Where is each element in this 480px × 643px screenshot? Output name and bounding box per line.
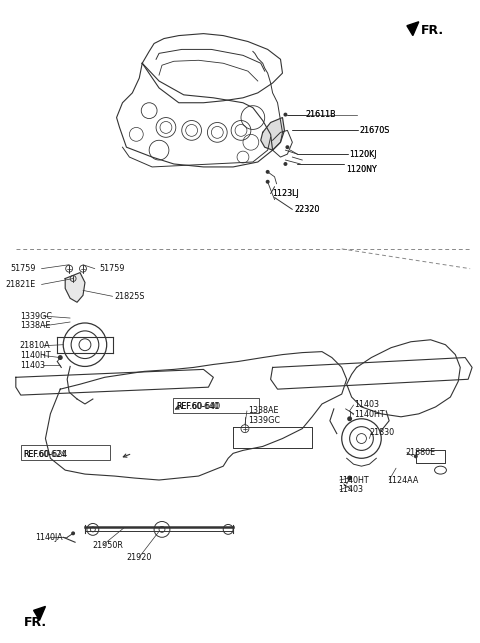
Circle shape [284,162,288,166]
Text: REF.60-624: REF.60-624 [24,450,68,459]
Text: 1140HT: 1140HT [355,410,385,419]
Text: 21880E: 21880E [405,448,435,457]
Text: 1120KJ: 1120KJ [349,150,377,159]
Text: 1140HT: 1140HT [20,351,50,360]
Text: 21670S: 21670S [360,126,390,135]
Text: 21950R: 21950R [93,541,124,550]
Text: 1123LJ: 1123LJ [273,189,300,198]
Circle shape [286,145,289,149]
Text: 21611B: 21611B [305,110,336,119]
Circle shape [71,531,75,536]
Text: 11403: 11403 [338,485,363,494]
Text: REF.60-640: REF.60-640 [176,403,220,412]
Text: 21920: 21920 [126,552,152,561]
Text: 51759: 51759 [100,264,125,273]
Text: 21825S: 21825S [115,292,145,301]
FancyBboxPatch shape [173,398,259,413]
Text: REF.60-624: REF.60-624 [24,450,66,459]
Text: 1140JA: 1140JA [36,533,63,542]
Polygon shape [34,606,46,620]
Text: 11403: 11403 [355,401,380,410]
Text: 21611B: 21611B [305,110,336,119]
Circle shape [266,170,270,174]
Text: 1124AA: 1124AA [387,476,419,485]
Text: 1338AE: 1338AE [248,406,278,415]
Text: 1120NY: 1120NY [346,165,376,174]
Circle shape [347,476,352,480]
Circle shape [284,113,288,116]
Text: 21810A: 21810A [20,341,50,350]
FancyBboxPatch shape [21,446,109,460]
Text: REF.60-640: REF.60-640 [176,403,218,412]
Text: 1140HT: 1140HT [338,476,369,485]
Text: 21670S: 21670S [360,126,390,135]
Text: 22320: 22320 [294,205,320,214]
Text: 1120NY: 1120NY [346,165,376,174]
Text: 21830: 21830 [370,428,395,437]
Text: 21821E: 21821E [5,280,36,289]
Circle shape [266,180,270,184]
Text: 51759: 51759 [10,264,36,273]
Polygon shape [407,22,419,35]
Text: 1123LJ: 1123LJ [273,189,300,198]
Text: 1120KJ: 1120KJ [349,150,377,159]
Circle shape [347,416,352,421]
Text: 11403: 11403 [20,361,45,370]
Circle shape [414,455,418,458]
Text: FR.: FR. [421,24,444,37]
Text: 1338AE: 1338AE [20,322,50,331]
Text: 1339GC: 1339GC [248,416,280,425]
Text: 1339GC: 1339GC [20,312,52,321]
Polygon shape [65,273,85,302]
Polygon shape [261,118,285,150]
Circle shape [58,355,63,360]
Text: FR.: FR. [24,616,47,629]
Text: 22320: 22320 [294,205,320,214]
